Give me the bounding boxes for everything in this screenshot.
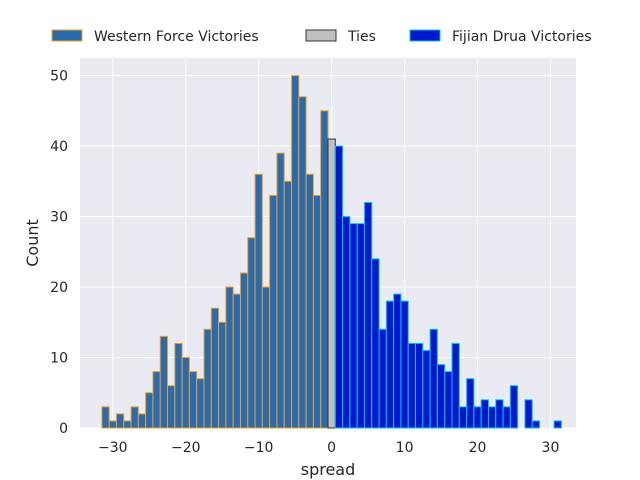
histogram-bar <box>553 420 562 429</box>
histogram-bar <box>495 399 504 429</box>
y-tick-label: 30 <box>50 210 68 226</box>
histogram-bar <box>291 75 300 429</box>
legend-swatch <box>305 29 337 42</box>
histogram-bar <box>363 201 373 429</box>
histogram-bar <box>509 385 519 429</box>
y-tick-labels: 0 10 20 30 40 50 <box>50 69 68 437</box>
histogram-bar <box>130 406 139 429</box>
x-tick-label: 0 <box>327 440 336 456</box>
histogram-bar <box>298 96 307 429</box>
histogram-bar <box>145 392 154 429</box>
histogram-bar <box>334 145 344 429</box>
x-tick-label: −30 <box>98 440 128 456</box>
histogram-bar <box>458 406 468 429</box>
histogram-bar <box>188 371 198 429</box>
histogram-bar <box>436 364 446 429</box>
histogram-bar <box>239 272 249 429</box>
y-tick-label: 50 <box>50 69 68 85</box>
histogram-bar <box>312 194 322 429</box>
y-tick-label: 0 <box>59 421 68 437</box>
histogram-bar <box>342 216 351 429</box>
histogram-bar <box>108 420 117 429</box>
histogram-bar <box>167 385 176 429</box>
legend-label: Fijian Drua Victories <box>452 29 592 45</box>
histogram-bar <box>393 293 402 429</box>
histogram-bar <box>305 173 314 429</box>
histogram-bar <box>261 286 271 429</box>
histogram-bar <box>451 342 460 429</box>
histogram-bar <box>385 300 395 429</box>
histogram-bar <box>371 258 380 429</box>
y-axis-label: Count <box>23 219 42 267</box>
histogram-bar <box>152 371 161 429</box>
y-tick-label: 10 <box>50 351 68 367</box>
histogram-bar <box>400 300 409 429</box>
x-axis-label: spread <box>301 460 356 479</box>
x-tick-label: 20 <box>469 440 487 456</box>
bars <box>101 75 562 429</box>
histogram-bar <box>283 180 293 429</box>
legend-swatch <box>51 29 83 42</box>
histogram-bar <box>349 223 358 429</box>
series-group <box>327 138 336 429</box>
histogram-bar <box>181 357 190 429</box>
histogram-bar <box>225 286 234 429</box>
histogram-bar <box>276 152 285 429</box>
histogram-bar <box>466 378 475 429</box>
histogram-bar <box>137 413 147 429</box>
histogram-bar <box>320 110 329 429</box>
x-tick-label: −20 <box>171 440 201 456</box>
histogram-bar <box>174 342 183 429</box>
x-tick-label: 10 <box>396 440 414 456</box>
histogram-bar <box>159 335 169 429</box>
histogram-bar <box>254 173 263 429</box>
x-tick-label: −10 <box>244 440 274 456</box>
y-tick-label: 40 <box>50 139 68 155</box>
histogram-bar <box>444 371 453 429</box>
series-group <box>334 145 562 429</box>
histogram-bar <box>429 328 438 429</box>
histogram-bar <box>196 378 205 429</box>
x-tick-labels: −30 −20 −10 0 10 20 30 <box>98 440 559 456</box>
histogram-bar <box>247 237 256 429</box>
histogram-bar <box>524 399 533 429</box>
series-group <box>101 75 329 429</box>
histogram-bar <box>378 328 387 429</box>
histogram-bar <box>115 413 125 429</box>
histogram-bar <box>407 342 417 429</box>
legend: Western Force Victories Ties Fijian Drua V… <box>51 29 592 45</box>
histogram-bar <box>101 406 110 429</box>
histogram-bar <box>415 342 424 429</box>
y-tick-label: 20 <box>50 280 68 296</box>
histogram-bar <box>473 406 482 429</box>
histogram-bar <box>480 399 489 429</box>
histogram-bar <box>327 138 336 429</box>
histogram-bar <box>203 328 212 429</box>
x-tick-label: 30 <box>542 440 560 456</box>
histogram-bar <box>356 223 365 429</box>
legend-swatch <box>409 29 441 42</box>
legend-label: Western Force Victories <box>94 29 259 45</box>
histogram-bar <box>531 420 541 429</box>
histogram-bar <box>269 194 278 429</box>
histogram-bar <box>123 420 132 429</box>
histogram-bar <box>210 307 220 429</box>
histogram-bar <box>218 321 227 429</box>
legend-label: Ties <box>347 29 376 45</box>
histogram-bar <box>502 406 511 429</box>
histogram-bar <box>232 293 241 429</box>
histogram-bar <box>487 406 497 429</box>
histogram-bar <box>422 349 431 429</box>
